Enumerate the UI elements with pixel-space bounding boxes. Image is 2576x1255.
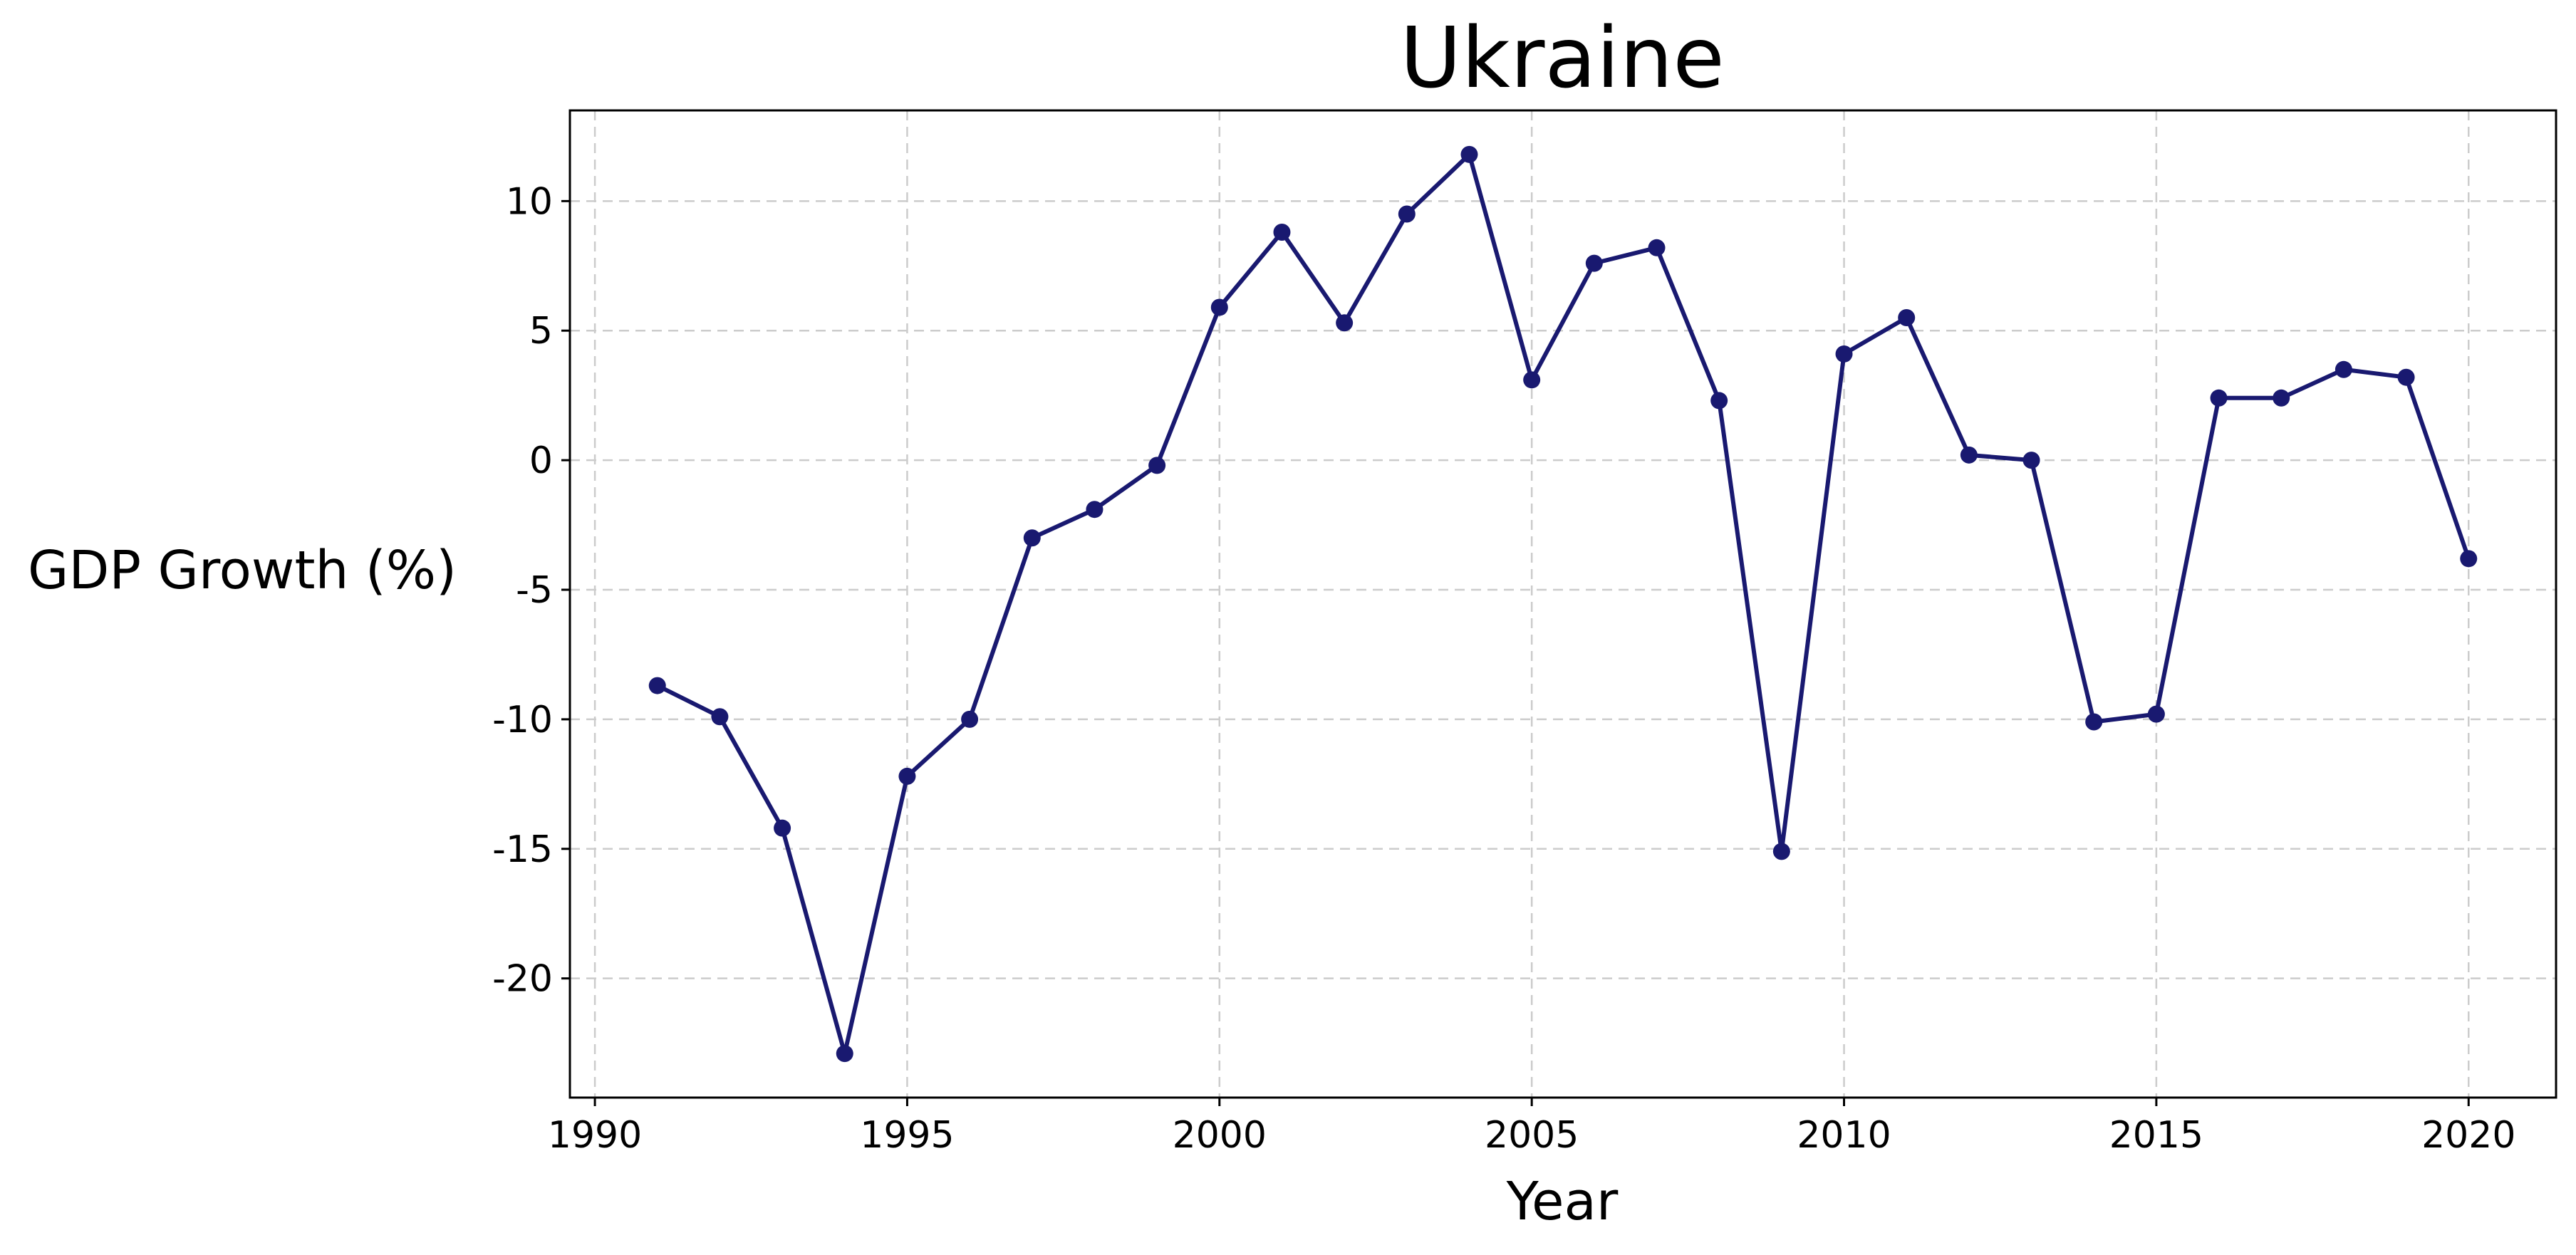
data-point: [1023, 529, 1041, 547]
data-point: [1210, 298, 1228, 316]
y-tick-label: -10: [492, 699, 553, 741]
axis-ticks: 1990 1995 2000 2005 2010 2015 2020 10 5 0 -5 -10 -15…: [492, 180, 2515, 1157]
data-point: [961, 710, 979, 728]
data-point: [2334, 360, 2352, 378]
data-point: [1398, 205, 1416, 223]
y-tick-label: 0: [529, 439, 553, 482]
data-point: [1086, 501, 1103, 519]
data-point: [1648, 239, 1666, 256]
data-point: [2397, 368, 2415, 386]
data-point: [2210, 389, 2228, 407]
data-point: [1273, 223, 1291, 241]
data-point: [1898, 309, 1916, 327]
x-tick-label: 2000: [1173, 1114, 1267, 1157]
series-line: [655, 152, 2471, 1056]
data-point: [648, 677, 666, 694]
data-point: [2273, 389, 2290, 407]
grid-layer: [570, 110, 2556, 1098]
data-point: [711, 708, 729, 726]
data-point: [2460, 550, 2478, 568]
data-point: [1336, 314, 1354, 332]
data-point: [836, 1045, 853, 1063]
data-point: [1523, 371, 1541, 389]
y-tick-label: -15: [492, 828, 553, 871]
plot-frame: [568, 109, 2557, 1099]
data-point: [2147, 705, 2165, 723]
series-layer: [648, 145, 2478, 1063]
data-point: [2085, 713, 2103, 731]
y-tick-label: -5: [516, 569, 553, 612]
y-tick-label: 5: [529, 310, 553, 353]
x-axis-label: Year: [1506, 1171, 1619, 1232]
data-point: [1835, 345, 1853, 363]
x-tick-label: 2015: [2109, 1114, 2203, 1157]
y-axis-label: GDP Growth (%): [28, 540, 457, 601]
data-point: [1710, 392, 1728, 410]
x-tick-label: 1990: [548, 1114, 642, 1157]
data-point: [1585, 254, 1603, 272]
data-point: [898, 767, 916, 785]
data-point: [1960, 446, 1978, 464]
y-tick-label: -20: [492, 958, 553, 1001]
y-tick-label: 10: [506, 180, 553, 223]
x-tick-label: 1995: [860, 1114, 954, 1157]
chart-title: Ukraine: [1400, 9, 1725, 107]
x-tick-label: 2005: [1485, 1114, 1579, 1157]
data-point: [774, 819, 791, 837]
data-point: [1148, 457, 1166, 474]
data-point: [1460, 145, 1478, 163]
data-point: [2022, 452, 2040, 469]
x-tick-label: 2020: [2421, 1114, 2515, 1157]
data-point: [1772, 843, 1790, 860]
x-tick-label: 2010: [1797, 1114, 1891, 1157]
